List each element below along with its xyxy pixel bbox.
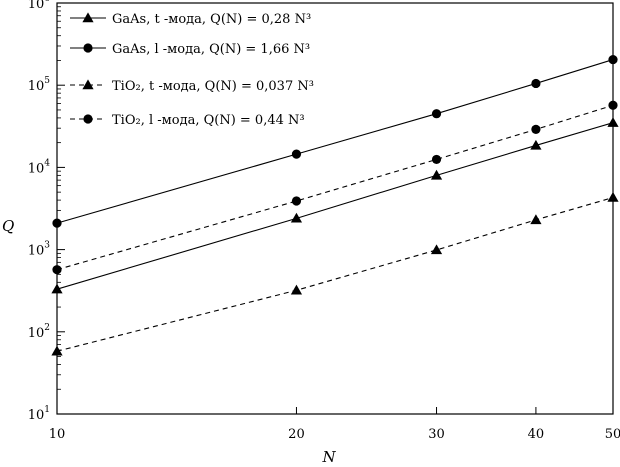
- legend-label: GaAs, t -мода, Q(N) = 0,28 N³: [112, 12, 311, 27]
- data-point: [51, 345, 63, 356]
- plot-frame: [56, 2, 614, 415]
- series-4: [52, 100, 618, 275]
- x-axis-label: N: [321, 448, 336, 466]
- series-3: [51, 191, 619, 356]
- data-point: [52, 218, 62, 228]
- data-point: [608, 54, 618, 65]
- legend-entry-3: TiO₂, t -мода, Q(N) = 0,037 N³: [70, 79, 314, 94]
- data-point: [431, 154, 442, 165]
- x-tick-label: 20: [288, 427, 305, 442]
- data-point: [291, 149, 302, 159]
- x-tick-label: 50: [605, 427, 620, 442]
- data-point: [530, 139, 542, 150]
- data-point: [291, 196, 302, 206]
- series-line: [56, 104, 614, 271]
- legend-marker: [83, 43, 93, 53]
- y-tick-label: 106: [28, 0, 51, 12]
- y-tick-label: 101: [28, 405, 50, 423]
- data-point: [431, 109, 442, 119]
- legend-entry-2: GaAs, l -мода, Q(N) = 1,66 N³: [70, 42, 310, 57]
- data-point: [51, 283, 63, 294]
- y-axis-label: Q: [2, 217, 14, 235]
- series-line: [56, 197, 614, 352]
- legend: GaAs, t -мода, Q(N) = 0,28 N³ GaAs, l -мо…: [70, 12, 314, 128]
- x-tick-label: 30: [428, 427, 445, 442]
- data-point: [607, 117, 619, 127]
- y-tick-label: 105: [28, 76, 51, 94]
- legend-marker: [82, 79, 94, 90]
- legend-marker: [83, 114, 93, 124]
- data-point: [430, 169, 443, 180]
- legend-label: TiO₂, l -мода, Q(N) = 0,44 N³: [112, 113, 305, 128]
- legend-marker: [82, 12, 94, 23]
- data-point: [607, 191, 619, 202]
- series-1: [51, 117, 619, 294]
- data-point: [52, 265, 62, 275]
- legend-label: GaAs, l -мода, Q(N) = 1,66 N³: [112, 42, 310, 57]
- data-point: [290, 212, 303, 223]
- x-tick-label: 40: [528, 427, 545, 442]
- data-point: [608, 100, 618, 110]
- data-point: [530, 214, 542, 225]
- series-2: [52, 54, 618, 228]
- y-tick-label: 103: [28, 241, 51, 259]
- series-layer: [51, 54, 619, 356]
- y-tick-label: 104: [28, 158, 51, 176]
- legend-entry-1: GaAs, t -мода, Q(N) = 0,28 N³: [70, 12, 311, 27]
- data-point: [430, 244, 443, 255]
- data-point: [290, 284, 303, 295]
- legend-entry-4: TiO₂, l -мода, Q(N) = 0,44 N³: [70, 113, 305, 128]
- data-point: [531, 78, 541, 89]
- y-tick-label: 102: [28, 323, 50, 341]
- series-line: [56, 122, 614, 290]
- x-tick-label: 10: [49, 427, 66, 442]
- legend-label: TiO₂, t -мода, Q(N) = 0,037 N³: [112, 79, 314, 94]
- data-point: [531, 124, 541, 134]
